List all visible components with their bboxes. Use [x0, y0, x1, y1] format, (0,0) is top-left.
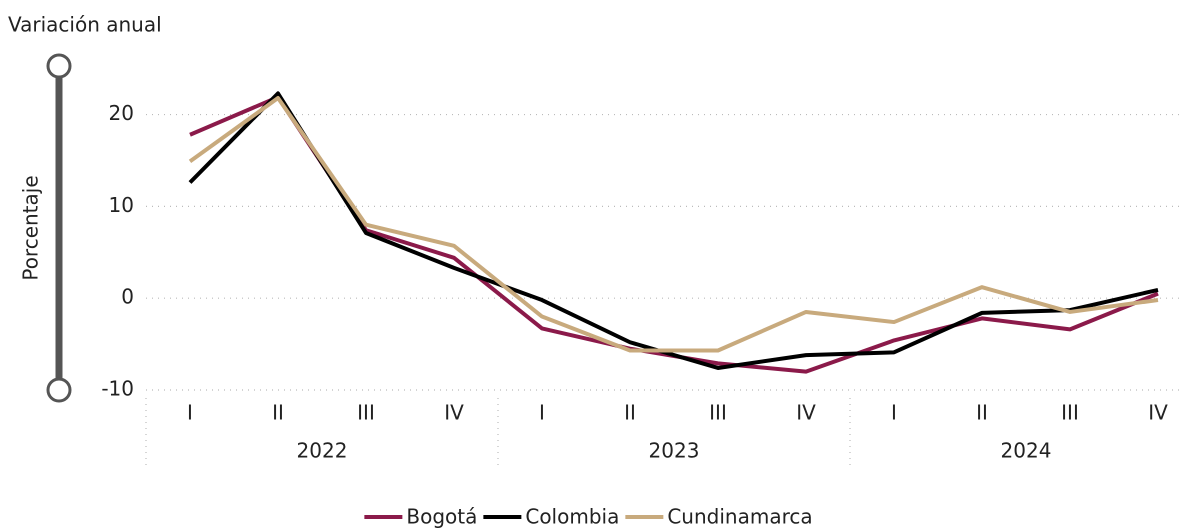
x-tick-label: I	[539, 401, 545, 425]
series-line	[189, 95, 1159, 374]
y-tick-label: 0	[121, 285, 134, 309]
x-tick-label: I	[891, 401, 897, 425]
x-tick-label: II	[624, 401, 636, 425]
slider-handle	[46, 377, 72, 403]
y-tick-label: 20	[109, 101, 134, 125]
series-line	[188, 91, 1159, 370]
y-tick-label: 10	[109, 193, 134, 217]
x-tick-label: III	[357, 401, 375, 425]
x-tick-label: IV	[796, 401, 816, 425]
x-tick-label: II	[272, 401, 284, 425]
y-tick-label: -10	[101, 377, 134, 401]
x-tick-label: III	[709, 401, 727, 425]
axis-slider	[46, 53, 72, 403]
legend-label: Cundinamarca	[667, 505, 812, 529]
x-tick-label: IV	[1148, 401, 1168, 425]
slider-handle	[46, 53, 72, 79]
legend-label: Colombia	[525, 505, 619, 529]
x-tick-label: IV	[444, 401, 464, 425]
x-group-label: 2022	[297, 439, 348, 463]
x-tick-label: I	[187, 401, 193, 425]
series-line	[188, 96, 1159, 353]
x-group-label: 2023	[649, 439, 700, 463]
legend-label: Bogotá	[406, 505, 477, 529]
chart-title: Variación anual	[8, 13, 162, 37]
x-tick-label: III	[1061, 401, 1079, 425]
y-axis-label: Porcentaje	[19, 175, 43, 280]
x-tick-label: II	[976, 401, 988, 425]
x-group-label: 2024	[1001, 439, 1052, 463]
